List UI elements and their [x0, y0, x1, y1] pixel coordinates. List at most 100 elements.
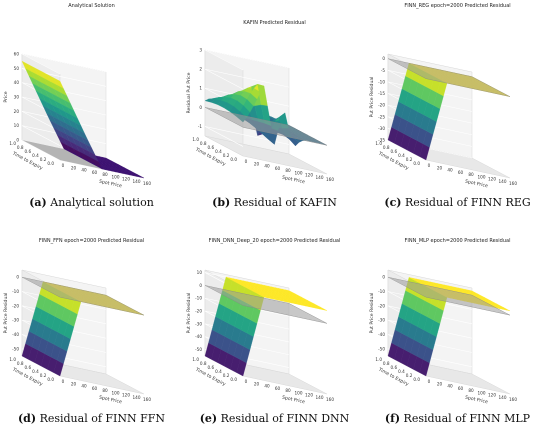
- y-tick-label: 0.6: [391, 149, 398, 154]
- tick-labels: 0 20 40 60 80 100 120 140 1601.00.80.60.40.20.0-…: [192, 270, 334, 402]
- zero-region: [22, 140, 102, 169]
- x-tick-label: 140: [316, 395, 324, 400]
- x-tick-label: 160: [143, 397, 151, 402]
- x-tick-label: 60: [92, 386, 98, 391]
- z-tick-label: -10: [12, 289, 19, 294]
- x-tick-label: 160: [326, 397, 334, 402]
- x-tick-label: 20: [254, 161, 260, 166]
- x-tick-label: 140: [316, 175, 324, 180]
- x-tick-label: 120: [122, 177, 130, 182]
- x-tick-label: 40: [447, 168, 453, 173]
- x-tick-label: 160: [509, 397, 517, 402]
- z-tick-label: -40: [12, 332, 19, 337]
- x-tick-label: 120: [488, 177, 496, 182]
- x-tick-label: 120: [305, 173, 313, 178]
- x-tick-label: 140: [133, 395, 141, 400]
- x-tick-label: 120: [122, 393, 130, 398]
- y-tick-label: 0.4: [32, 153, 39, 158]
- x-tick-label: 40: [81, 168, 87, 173]
- tick-labels: 0 20 40 60 80 100 120 140 1601.00.80.60.40.20.0-…: [375, 275, 517, 402]
- y-tick-label: 0.0: [413, 377, 420, 382]
- caption-text: Analytical solution: [50, 196, 154, 209]
- grid-line: [204, 126, 244, 147]
- y-tick-label: 0.4: [215, 369, 222, 374]
- x-tick-label: 60: [275, 386, 281, 391]
- z-axis-label: Put Price Residual: [3, 293, 9, 334]
- z-tick-label: -20: [378, 303, 385, 308]
- x-tick-label: 100: [295, 170, 303, 175]
- y-tick-label: 0.4: [398, 369, 405, 374]
- panel-title: Analytical Solution: [68, 3, 115, 9]
- x-axis-label: Spot Price: [464, 179, 488, 190]
- y-tick-label: 0.6: [391, 365, 398, 370]
- floor-pane: [204, 135, 328, 175]
- y-tick-label: 0.6: [25, 365, 32, 370]
- x-tick-label: 20: [71, 381, 77, 386]
- tick-labels: 0 20 40 60 80 100 120 140 1601.00.80.60.40.20.0-…: [375, 56, 517, 186]
- x-tick-label: 100: [295, 390, 303, 395]
- x-tick-label: 20: [437, 165, 443, 170]
- grid-line: [204, 68, 244, 90]
- y-tick-label: 0.4: [32, 369, 39, 374]
- z-tick-label: 50: [14, 66, 20, 71]
- z-tick-label: -30: [12, 318, 19, 323]
- caption-letter: (d): [17, 412, 37, 425]
- x-tick-label: 0: [62, 163, 65, 168]
- z-tick-label: -40: [195, 334, 202, 339]
- z-tick-label: 0: [16, 138, 19, 143]
- z-tick-label: 2: [199, 67, 202, 72]
- z-tick-label: -10: [378, 79, 385, 84]
- y-tick-label: 1.0: [9, 357, 16, 362]
- y-tick-label: 0.8: [200, 141, 207, 146]
- y-tick-label: 0.6: [208, 365, 215, 370]
- x-tick-label: 120: [305, 393, 313, 398]
- y-tick-label: 0.0: [230, 377, 237, 382]
- z-axis-label: Put Price Residual: [369, 77, 375, 118]
- z-tick-label: -50: [195, 347, 202, 352]
- caption-letter: (e): [199, 412, 218, 425]
- caption-text: Residual of FINN MLP: [403, 412, 531, 425]
- caption-letter: (a): [29, 196, 47, 209]
- z-tick-label: -15: [378, 91, 385, 96]
- x-tick-label: 0: [428, 379, 431, 384]
- surface-plot: 0 20 40 60 80 100 120 140 160 1.00.80.60.40.20.0 -…: [3, 269, 151, 405]
- zero-plane: [387, 276, 511, 316]
- z-tick-label: -25: [378, 114, 385, 119]
- z-tick-label: 30: [14, 95, 20, 100]
- z-tick-label: 0: [199, 283, 202, 288]
- x-tick-label: 40: [264, 164, 270, 169]
- panel-a: Analytical Solution 0 20 40 60 80 100 120 140 16…: [0, 0, 183, 216]
- z-tick-label: -20: [12, 303, 19, 308]
- x-tick-label: 0: [428, 163, 431, 168]
- x-tick-label: 20: [254, 381, 260, 386]
- zero-plane: [204, 285, 328, 324]
- panel-b: KAFIN Predicted Residual 0 20 40 60 80 100 120…: [183, 0, 366, 216]
- x-tick-label: 80: [285, 168, 291, 173]
- panel-f: FINN_MLP epoch=2000 Predicted Residual 0…: [366, 216, 549, 432]
- z-tick-label: 10: [197, 270, 203, 275]
- caption-text: Residual of KAFIN: [233, 196, 337, 209]
- z-tick-label: -50: [12, 346, 19, 351]
- panel-caption: (b) Residual of KAFIN: [183, 196, 366, 209]
- panel-c: FINN_REG epoch=2000 Predicted Residual 0…: [366, 0, 549, 216]
- zero-plane: [204, 107, 328, 146]
- grid-line: [204, 49, 290, 69]
- y-tick-label: 0.8: [17, 361, 24, 366]
- z-tick-label: 3: [199, 48, 202, 53]
- x-tick-label: 80: [102, 172, 108, 177]
- surface-patch: [317, 306, 328, 311]
- y-tick-label: 0.2: [223, 373, 230, 378]
- tick-labels: 0 20 40 60 80 100 120 140 160 1.00.80.60.40.20.0 0…: [9, 52, 151, 187]
- x-tick-label: 40: [81, 384, 87, 389]
- panel-title: KAFIN Predicted Residual: [243, 20, 306, 26]
- x-tick-label: 0: [245, 159, 248, 164]
- z-tick-label: -1: [198, 124, 203, 129]
- grid-line: [21, 125, 61, 146]
- z-tick-label: -40: [378, 332, 385, 337]
- zero-plane: [387, 58, 511, 97]
- z-tick-label: 40: [14, 80, 20, 85]
- grid-line: [204, 49, 244, 71]
- z-tick-label: -5: [381, 68, 386, 73]
- panel-caption: (d) Residual of FINN FFN: [0, 412, 183, 425]
